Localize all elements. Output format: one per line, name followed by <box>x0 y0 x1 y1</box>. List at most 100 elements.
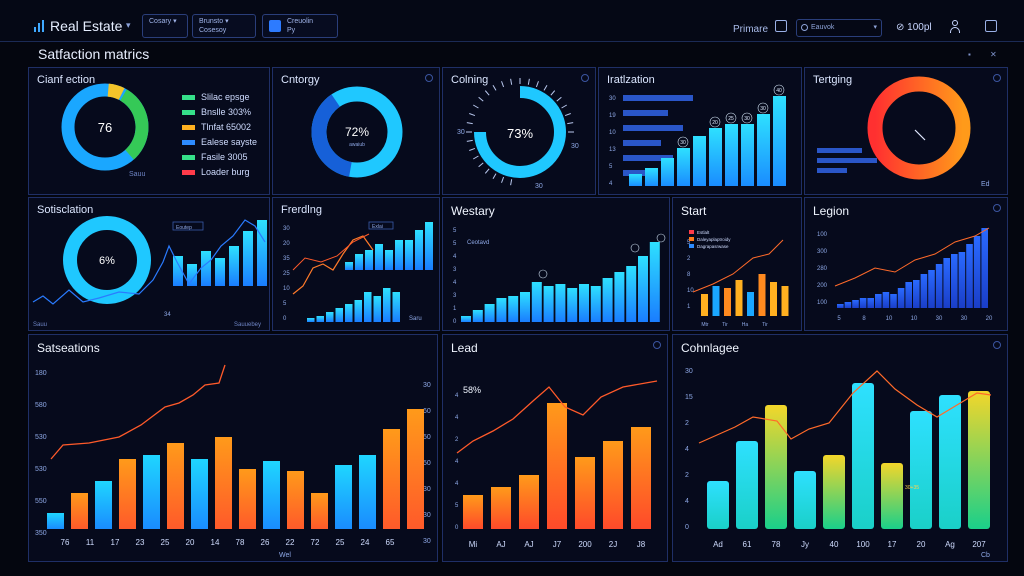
gauge-tick <box>527 78 530 85</box>
bar <box>905 282 912 308</box>
bar <box>852 300 859 308</box>
y-tick: 10 <box>283 286 290 292</box>
bar <box>365 250 373 270</box>
gauge-tick <box>564 113 571 117</box>
y-tick: 5 <box>453 241 457 247</box>
filter-box-1[interactable]: Cosary ▾ <box>142 14 188 38</box>
bar <box>326 312 334 322</box>
bar <box>958 252 966 308</box>
close-icon[interactable]: ✕ <box>990 50 997 59</box>
brand[interactable]: Real Estate <box>34 18 122 34</box>
donut-bar-combo: 6% Eoutep 34 Sauu Sauuebey <box>32 216 267 328</box>
y-tick: 280 <box>817 266 828 272</box>
y-tick: 3 <box>453 267 457 273</box>
panel-title: Tertging <box>813 74 853 86</box>
gauge-arc <box>474 86 566 178</box>
hbar <box>623 140 661 146</box>
bar <box>47 513 64 529</box>
search-input[interactable]: Eauvok ▾ <box>796 19 882 37</box>
panel-menu-icon[interactable] <box>425 74 433 82</box>
panel-menu-icon[interactable] <box>993 204 1001 212</box>
zoom-level[interactable]: ⊘ 100pl <box>896 22 932 33</box>
bar-chart: 5 5 4 3 4 3 1 0 Ceotavd <box>453 228 666 325</box>
x-tick: Tir <box>762 322 768 328</box>
calendar-icon[interactable] <box>985 20 997 32</box>
legend-item[interactable]: Fasile 3005 <box>182 150 257 165</box>
x-tick: J8 <box>637 540 646 549</box>
bar <box>881 463 903 529</box>
x-tick: 40 <box>830 540 839 549</box>
panel-trending: 30 20 35 25 10 5 0 Exlai Saru Frerdlng <box>272 197 440 331</box>
bar <box>191 459 208 529</box>
chevron-down-icon[interactable]: ▾ <box>126 20 131 30</box>
bar-label: 40 <box>776 88 782 94</box>
bar-line-chart: 100 300 280 200 100 5 8 10 10 30 30 20 <box>817 227 993 322</box>
donut-slice-green <box>61 83 149 171</box>
gauge-tick <box>472 104 479 109</box>
legend-item[interactable]: Tlnfat 65002 <box>182 120 257 135</box>
page-title: Satfaction matrics <box>38 46 150 62</box>
y-tick-right: 30 <box>423 382 431 389</box>
user-icon[interactable] <box>949 20 961 33</box>
bar <box>741 124 754 186</box>
legend-swatch <box>689 244 694 248</box>
panel-legion: 100 300 280 200 100 5 8 10 10 30 30 20 Legion <box>804 197 1008 331</box>
x-caption: Wel <box>279 552 291 559</box>
y-tick: 2 <box>687 256 691 262</box>
legend-label: Tlnfat 65002 <box>201 122 252 132</box>
bar <box>415 230 423 270</box>
bar <box>287 471 304 529</box>
bar <box>173 256 183 286</box>
y-tick-right: 50 <box>423 434 431 441</box>
bar <box>707 481 729 529</box>
panel-menu-icon[interactable] <box>653 341 661 349</box>
gauge-tick <box>478 162 484 168</box>
gauge-tick <box>466 139 473 142</box>
bar <box>520 292 530 322</box>
footer-right: Sauuebey <box>234 322 261 328</box>
x-tick: AJ <box>524 540 533 549</box>
y-tick: 19 <box>609 113 616 119</box>
panel-menu-icon[interactable] <box>993 74 1001 82</box>
top-bar: Real Estate ▾ Cosary ▾ Brunsto ▾ Cosesoy … <box>0 0 1024 42</box>
bar <box>765 405 787 529</box>
minimize-icon[interactable]: ▪ <box>968 50 971 59</box>
bar <box>579 284 589 322</box>
filter-box-3[interactable]: Creuolin Py <box>262 14 338 38</box>
legend-label: Bnslle 303% <box>201 107 252 117</box>
filter-box-2-sub: Cosesoy <box>199 27 227 34</box>
panel-utilization: 30 19 10 13 5 4 30 20 25 30 30 40 Iratlzation <box>598 67 802 195</box>
ring-bar <box>817 158 877 163</box>
panel-menu-icon[interactable] <box>993 341 1001 349</box>
bar <box>335 465 352 529</box>
bar <box>649 242 660 322</box>
legend-item[interactable]: Slilac epsge <box>182 90 257 105</box>
bar <box>311 493 328 529</box>
legend-item[interactable]: Ealese sayste <box>182 135 257 150</box>
panel-satisfaction: 76 Sauu Cianf ection <box>28 67 270 195</box>
y-tick: 30 <box>685 368 693 375</box>
primary-label[interactable]: Primare <box>733 24 769 35</box>
bar <box>508 296 519 322</box>
bar <box>567 288 578 322</box>
gauge-tick <box>510 179 513 186</box>
y-tick-left: 530 <box>35 466 47 473</box>
y-tick: 5 <box>609 164 613 170</box>
bar <box>215 258 225 286</box>
legend-label: Ealese sayste <box>201 137 258 147</box>
legend-item[interactable]: Loader burg <box>182 165 257 180</box>
bar <box>875 294 882 308</box>
bar <box>375 244 383 270</box>
x-tick: 78 <box>236 538 245 547</box>
bar-line-chart: 30 20 35 25 10 5 0 Exlai Saru <box>283 221 433 322</box>
bar <box>603 441 623 529</box>
bar <box>543 286 554 322</box>
legend-item[interactable]: Bnslle 303% <box>182 105 257 120</box>
filter-box-2[interactable]: Brunsto ▾ Cosesoy <box>192 14 256 38</box>
panel-menu-icon[interactable] <box>581 74 589 82</box>
bar <box>631 427 651 529</box>
export-icon[interactable] <box>775 20 787 32</box>
y-tick: 0 <box>453 319 457 325</box>
bar <box>555 284 566 322</box>
bar <box>758 274 766 316</box>
